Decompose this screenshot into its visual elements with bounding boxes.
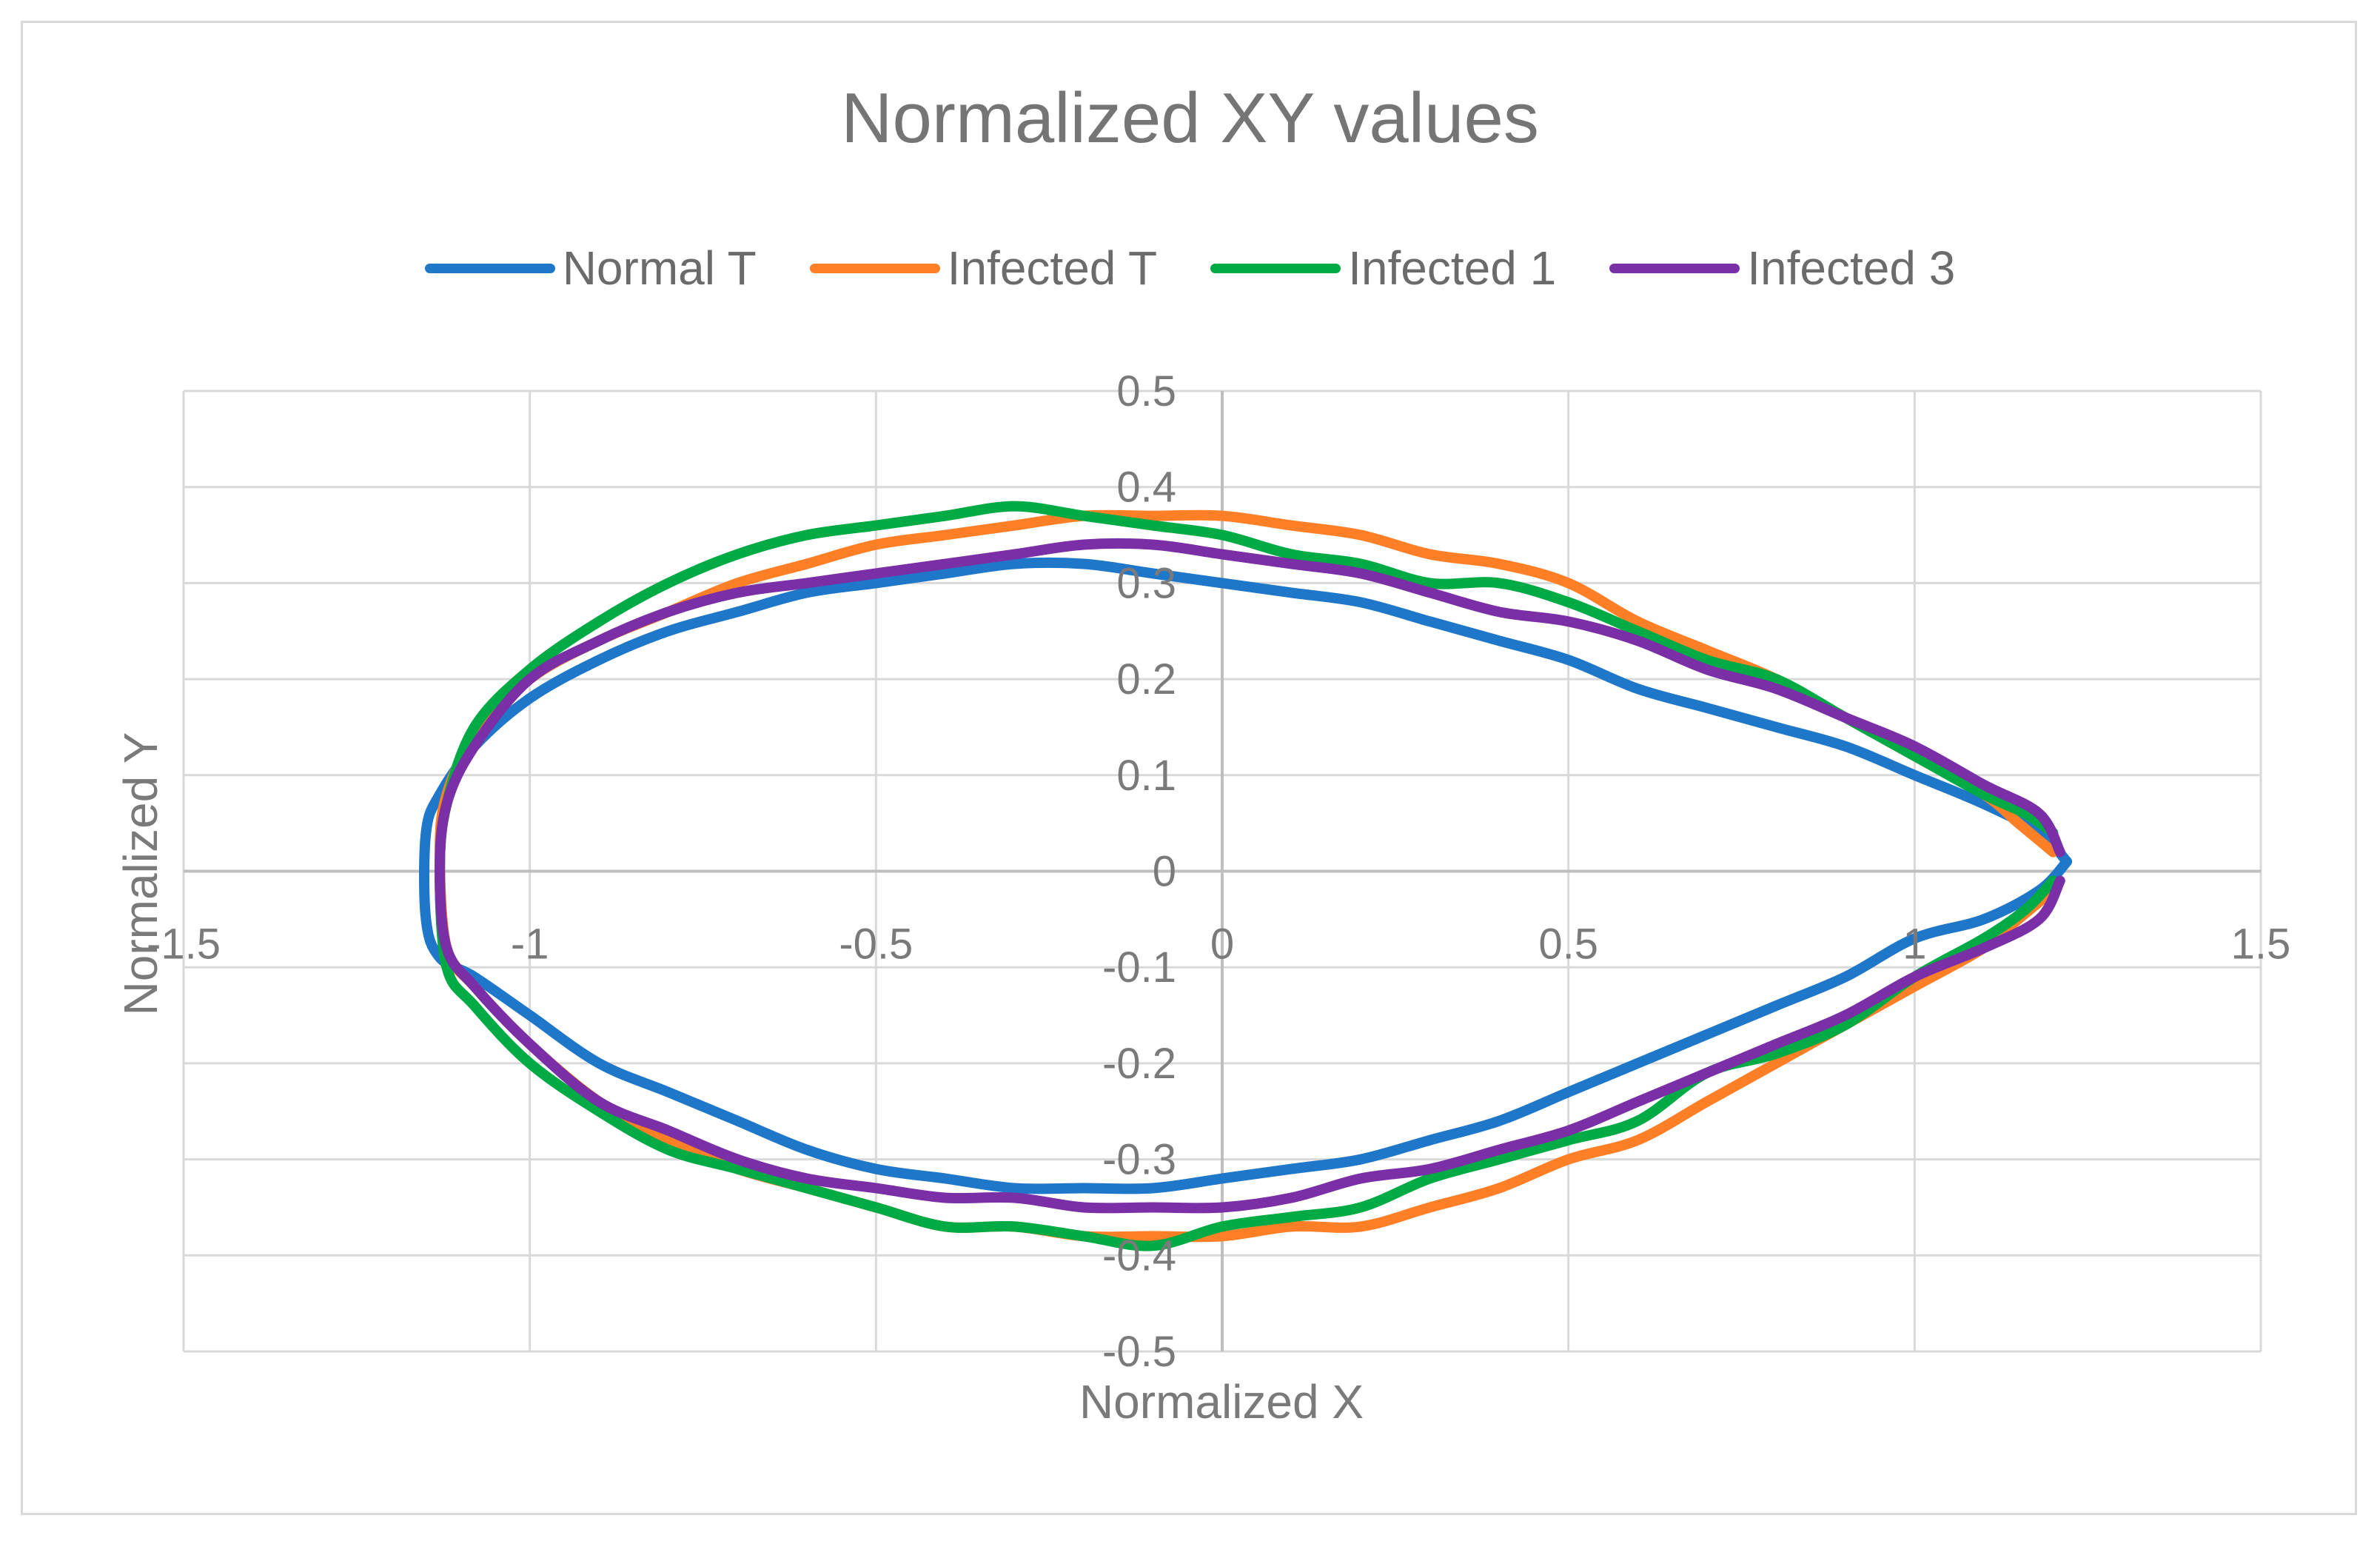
- legend-swatch-infected-t: [809, 263, 940, 273]
- legend-swatch-infected-3: [1609, 263, 1740, 273]
- y-tick-label: 0.3: [1116, 559, 1176, 607]
- chart-title: Normalized XY values: [841, 78, 1539, 158]
- y-tick-label: 0.4: [1116, 464, 1176, 512]
- legend-label-infected-3: Infected 3: [1747, 241, 1956, 295]
- y-axis-title: Normalized Y: [114, 732, 167, 1016]
- legend-item-infected-1: Infected 1: [1210, 241, 1556, 295]
- y-tick-label: -0.1: [1102, 943, 1176, 992]
- legend-item-normal-t: Normal T: [424, 241, 757, 295]
- legend-item-infected-t: Infected T: [809, 241, 1158, 295]
- series-line-infected-3: [435, 538, 2065, 1214]
- legend-label-infected-t: Infected T: [947, 241, 1158, 295]
- y-tick-label: -0.5: [1102, 1328, 1176, 1376]
- y-tick-label: -0.3: [1102, 1136, 1176, 1184]
- x-tick-label: -1: [511, 920, 549, 969]
- legend-swatch-infected-1: [1210, 263, 1341, 273]
- y-tick-label: 0: [1153, 848, 1176, 896]
- x-tick-label: -1.5: [147, 920, 221, 969]
- legend-label-normal-t: Normal T: [562, 241, 757, 295]
- y-tick-label: 0.2: [1116, 655, 1176, 703]
- chart-frame: [21, 21, 2357, 1515]
- legend-swatch-normal-t: [424, 263, 555, 273]
- y-tick-label: -0.2: [1102, 1040, 1176, 1088]
- series-layer: [419, 501, 2073, 1251]
- legend-label-infected-1: Infected 1: [1348, 241, 1557, 295]
- y-tick-label: 0.5: [1116, 367, 1176, 415]
- x-tick-label: 0: [1210, 920, 1234, 969]
- y-tick-label: -0.4: [1102, 1231, 1176, 1280]
- x-tick-label: 1: [1903, 920, 1926, 969]
- x-axis-title: Normalized X: [1079, 1375, 1364, 1428]
- y-tick-label: 0.1: [1116, 752, 1176, 800]
- x-tick-label: -0.5: [839, 920, 913, 969]
- legend-item-infected-3: Infected 3: [1609, 241, 1955, 295]
- label-layer: -1.5 -1 -0.5 0 0.5 1 1.5 -0.5 -0.4 -0.3 -0.2 -0.1 0 0…: [147, 367, 2290, 1376]
- x-tick-label: 1.5: [2231, 920, 2291, 969]
- x-tick-label: 0.5: [1538, 920, 1598, 969]
- legend: Normal T Infected T Infected 1 Infected …: [0, 241, 2380, 295]
- series-line-normal-t: [419, 557, 2073, 1194]
